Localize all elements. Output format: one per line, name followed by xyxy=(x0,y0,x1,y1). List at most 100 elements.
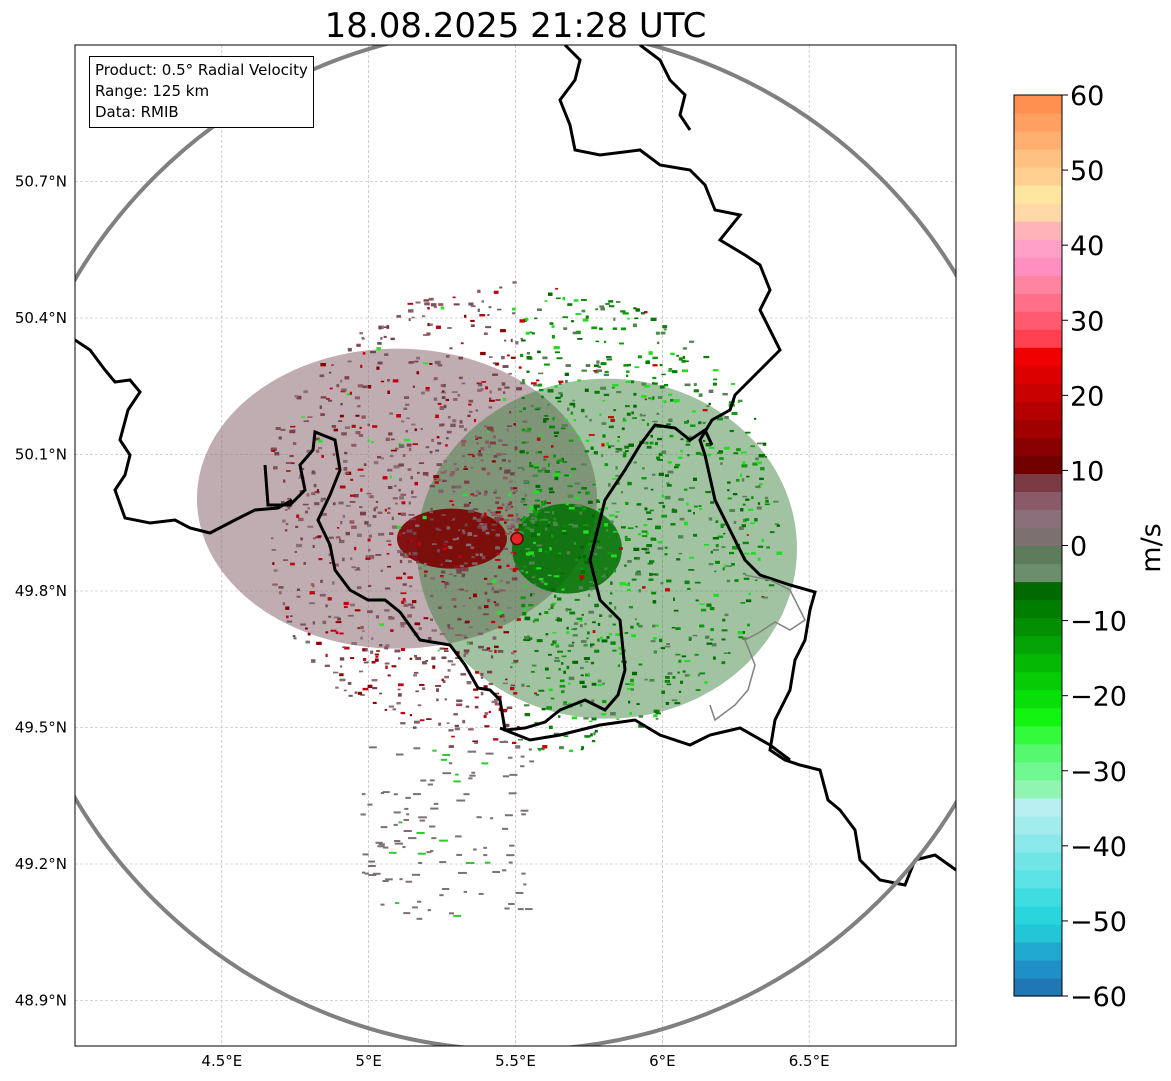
echo-pixel xyxy=(430,303,437,307)
echo-pixel xyxy=(358,434,364,437)
echo-pixel xyxy=(321,497,326,501)
echo-pixel xyxy=(608,425,614,429)
echo-pixel xyxy=(607,552,612,554)
echo-pixel xyxy=(581,613,584,616)
echo-pixel xyxy=(583,557,589,562)
echo-pixel xyxy=(425,446,430,449)
echo-pixel xyxy=(492,636,497,640)
echo-pixel xyxy=(647,518,653,521)
echo-pixel xyxy=(408,317,411,322)
echo-pixel xyxy=(706,405,710,408)
lat-tick-label: 49.5°N xyxy=(15,719,67,737)
echo-pixel xyxy=(757,502,761,505)
echo-pixel xyxy=(557,459,563,462)
echo-pixel xyxy=(722,392,728,396)
echo-pixel xyxy=(564,474,570,477)
echo-pixel xyxy=(680,438,684,441)
echo-pixel xyxy=(476,442,480,445)
echo-pixel xyxy=(437,363,443,367)
echo-pixel xyxy=(577,337,583,340)
echo-pixel xyxy=(581,369,587,372)
echo-pixel xyxy=(402,554,409,559)
echo-pixel xyxy=(351,424,356,428)
echo-pixel xyxy=(599,614,603,617)
echo-pixel xyxy=(369,746,377,749)
echo-pixel xyxy=(465,861,475,864)
echo-pixel xyxy=(570,467,577,471)
echo-pixel xyxy=(467,414,471,418)
echo-pixel xyxy=(717,418,723,421)
echo-pixel xyxy=(553,475,560,478)
echo-pixel xyxy=(524,526,531,530)
echo-pixel xyxy=(558,715,561,718)
echo-pixel xyxy=(394,839,401,842)
echo-pixel xyxy=(633,392,637,396)
echo-pixel xyxy=(642,586,646,589)
echo-pixel xyxy=(407,576,413,579)
echo-pixel xyxy=(663,400,667,404)
echo-pixel xyxy=(534,499,540,502)
lat-tick-label: 50.7°N xyxy=(15,173,67,191)
echo-pixel xyxy=(512,567,519,571)
echo-pixel xyxy=(521,339,526,342)
echo-pixel xyxy=(672,676,676,679)
echo-pixel xyxy=(466,641,473,645)
echo-pixel xyxy=(395,502,398,505)
echo-pixel xyxy=(589,581,593,583)
echo-pixel xyxy=(335,631,339,635)
echo-pixel xyxy=(349,501,356,503)
echo-pixel xyxy=(532,509,536,513)
echo-pixel xyxy=(370,650,374,654)
echo-pixel xyxy=(613,409,617,412)
echo-pixel xyxy=(529,760,535,763)
echo-pixel xyxy=(501,869,507,872)
echo-pixel xyxy=(333,616,340,619)
echo-pixel xyxy=(695,599,699,602)
echo-pixel xyxy=(349,520,355,524)
echo-pixel xyxy=(741,478,745,482)
echo-pixel xyxy=(619,582,626,586)
echo-pixel xyxy=(341,388,347,392)
echo-pixel xyxy=(371,441,374,444)
echo-pixel xyxy=(335,621,342,624)
echo-pixel xyxy=(678,456,683,459)
info-data: Data: RMIB xyxy=(95,103,179,121)
echo-pixel xyxy=(513,490,517,493)
echo-pixel xyxy=(483,854,488,857)
echo-pixel xyxy=(759,477,764,480)
echo-pixel xyxy=(721,638,726,641)
echo-pixel xyxy=(569,611,576,615)
echo-pixel xyxy=(513,692,518,695)
echo-pixel xyxy=(325,631,329,634)
colorbar-swatch xyxy=(1014,689,1062,709)
echo-pixel xyxy=(392,708,396,711)
echo-pixel xyxy=(416,356,421,360)
echo-pixel xyxy=(396,702,401,705)
echo-pixel xyxy=(694,653,699,656)
echo-pixel xyxy=(504,386,510,389)
echo-pixel xyxy=(504,521,507,524)
echo-pixel xyxy=(413,747,421,750)
echo-pixel xyxy=(580,748,584,751)
echo-pixel xyxy=(671,699,678,702)
echo-pixel xyxy=(656,456,660,460)
echo-pixel xyxy=(533,513,539,516)
echo-pixel xyxy=(463,653,466,657)
echo-pixel xyxy=(322,620,327,625)
echo-pixel xyxy=(624,445,630,449)
echo-pixel xyxy=(666,643,670,645)
echo-pixel xyxy=(478,645,484,649)
echo-pixel xyxy=(278,436,282,440)
echo-pixel xyxy=(574,482,580,485)
echo-pixel xyxy=(438,478,441,482)
echo-pixel xyxy=(633,547,640,552)
echo-pixel xyxy=(488,397,492,402)
echo-pixel xyxy=(584,388,589,392)
echo-pixel xyxy=(505,723,510,728)
echo-pixel xyxy=(432,665,436,669)
echo-pixel xyxy=(360,694,365,696)
echo-pixel xyxy=(273,569,278,572)
echo-pixel xyxy=(461,443,465,447)
echo-pixel xyxy=(514,528,520,532)
